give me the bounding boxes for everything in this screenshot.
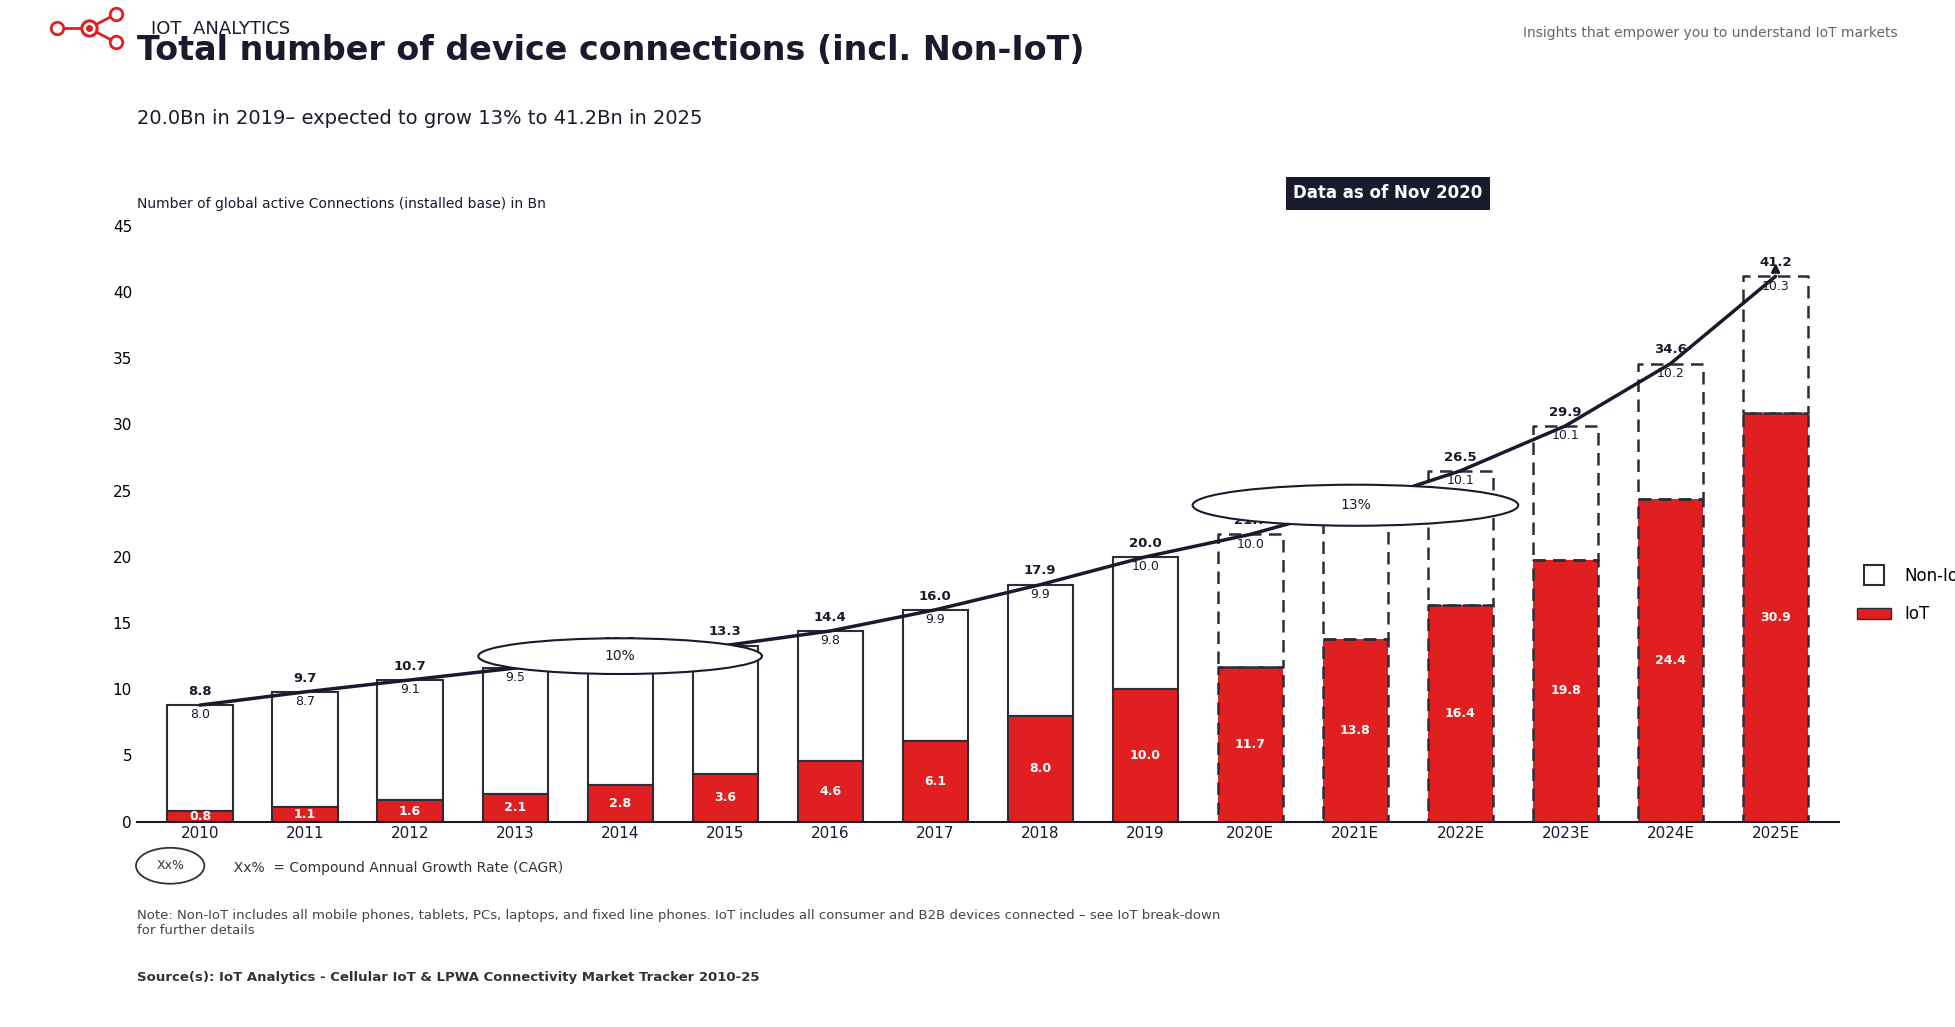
Bar [692, 646, 757, 774]
Text: 19.8: 19.8 [1550, 684, 1580, 697]
Text: 12.5: 12.5 [604, 636, 635, 649]
Text: Number of global active Connections (installed base) in Bn: Number of global active Connections (ins… [137, 196, 545, 211]
Bar [1218, 534, 1282, 667]
Text: 8.7: 8.7 [295, 695, 315, 709]
Bar [1427, 605, 1492, 822]
Bar [1742, 413, 1806, 822]
Bar [1636, 364, 1703, 499]
Text: 41.2: 41.2 [1758, 256, 1791, 269]
Text: 10%: 10% [604, 649, 635, 663]
Text: 3.6: 3.6 [714, 791, 735, 804]
Text: 11.7: 11.7 [1234, 737, 1265, 751]
Bar [1533, 426, 1597, 560]
Text: 21.7: 21.7 [1234, 515, 1267, 527]
Text: 10.0: 10.0 [1130, 749, 1159, 762]
Text: 16.4: 16.4 [1445, 707, 1476, 720]
Text: 0.8: 0.8 [190, 810, 211, 823]
Bar [272, 692, 338, 807]
Text: 13%: 13% [1339, 498, 1370, 512]
Text: 2.1: 2.1 [504, 801, 526, 814]
Circle shape [1193, 485, 1517, 526]
Bar [1112, 689, 1177, 822]
Text: 8.0: 8.0 [190, 709, 209, 721]
Text: Note: Non-IoT includes all mobile phones, tablets, PCs, laptops, and fixed line : Note: Non-IoT includes all mobile phones… [137, 909, 1220, 937]
Text: 16.0: 16.0 [919, 589, 952, 603]
Bar [483, 668, 547, 794]
Bar [1427, 470, 1492, 605]
Text: 8.8: 8.8 [188, 685, 211, 697]
Text: 9.7: 9.7 [293, 672, 317, 685]
Text: 9.9: 9.9 [1030, 588, 1050, 601]
Text: 20.0: 20.0 [1128, 536, 1161, 549]
Text: Total number of device connections (incl. Non-IoT): Total number of device connections (incl… [137, 34, 1083, 67]
Text: 9.8: 9.8 [819, 635, 841, 647]
Bar [168, 706, 233, 811]
Text: 20.0Bn in 2019– expected to grow 13% to 41.2Bn in 2025: 20.0Bn in 2019– expected to grow 13% to … [137, 109, 702, 128]
Text: 14.4: 14.4 [813, 611, 847, 623]
Bar [692, 774, 757, 822]
Text: 10.1: 10.1 [1447, 474, 1474, 487]
Text: 8.0: 8.0 [1028, 762, 1052, 775]
Bar [272, 807, 338, 822]
Bar [586, 785, 653, 822]
Text: 26.5: 26.5 [1443, 451, 1476, 463]
Bar [901, 740, 968, 822]
Text: 13.3: 13.3 [708, 625, 741, 638]
Bar [1742, 276, 1806, 413]
Bar [1322, 505, 1388, 639]
Text: 9.5: 9.5 [504, 672, 524, 684]
Text: 1.1: 1.1 [293, 808, 317, 821]
Bar [377, 680, 442, 800]
Text: Xx%  = Compound Annual Growth Rate (CAGR): Xx% = Compound Annual Growth Rate (CAGR) [225, 861, 563, 875]
Bar [483, 794, 547, 822]
Text: 9.1: 9.1 [401, 683, 420, 696]
Text: 1.6: 1.6 [399, 804, 420, 817]
Text: 10.1: 10.1 [1341, 508, 1368, 522]
Bar [1533, 560, 1597, 822]
Text: 9.7: 9.7 [716, 649, 735, 661]
Text: 11.6: 11.6 [499, 648, 532, 660]
Legend: Non-IoT, IoT: Non-IoT, IoT [1849, 561, 1955, 630]
Text: IOT  ANALYTICS: IOT ANALYTICS [151, 20, 289, 38]
Text: Xx%: Xx% [156, 860, 184, 872]
Text: 9.9: 9.9 [925, 613, 944, 626]
Text: 10.2: 10.2 [1656, 367, 1683, 380]
Text: 10.1: 10.1 [1550, 429, 1578, 443]
Text: 23.9: 23.9 [1339, 485, 1370, 498]
Circle shape [479, 638, 762, 674]
Text: 9.7: 9.7 [610, 659, 630, 673]
Bar [168, 811, 233, 822]
Text: 2.8: 2.8 [608, 797, 631, 809]
Bar [586, 656, 653, 785]
Bar [1218, 667, 1282, 822]
Circle shape [137, 848, 203, 883]
Bar [377, 800, 442, 822]
Text: Source(s): IoT Analytics - Cellular IoT & LPWA Connectivity Market Tracker 2010-: Source(s): IoT Analytics - Cellular IoT … [137, 971, 759, 984]
Text: 6.1: 6.1 [923, 774, 946, 788]
Bar [1112, 557, 1177, 689]
Text: Insights that empower you to understand IoT markets: Insights that empower you to understand … [1521, 26, 1896, 40]
Text: 34.6: 34.6 [1654, 343, 1685, 356]
Bar [798, 761, 862, 822]
Text: 10.3: 10.3 [1761, 279, 1789, 293]
Bar [1007, 716, 1071, 822]
Text: 13.8: 13.8 [1339, 724, 1370, 736]
Text: Data as of Nov 2020: Data as of Nov 2020 [1292, 184, 1482, 202]
Text: 17.9: 17.9 [1024, 565, 1056, 577]
Text: 4.6: 4.6 [819, 785, 841, 798]
Bar [798, 631, 862, 761]
Bar [1007, 584, 1071, 716]
Text: 24.4: 24.4 [1654, 653, 1685, 667]
Bar [901, 610, 968, 740]
Bar [1322, 639, 1388, 822]
Text: 10.0: 10.0 [1130, 560, 1159, 573]
Text: 29.9: 29.9 [1548, 406, 1582, 419]
Text: 30.9: 30.9 [1760, 611, 1791, 623]
Text: 10.7: 10.7 [393, 659, 426, 673]
Bar [1636, 499, 1703, 822]
Text: 10.0: 10.0 [1236, 538, 1263, 550]
